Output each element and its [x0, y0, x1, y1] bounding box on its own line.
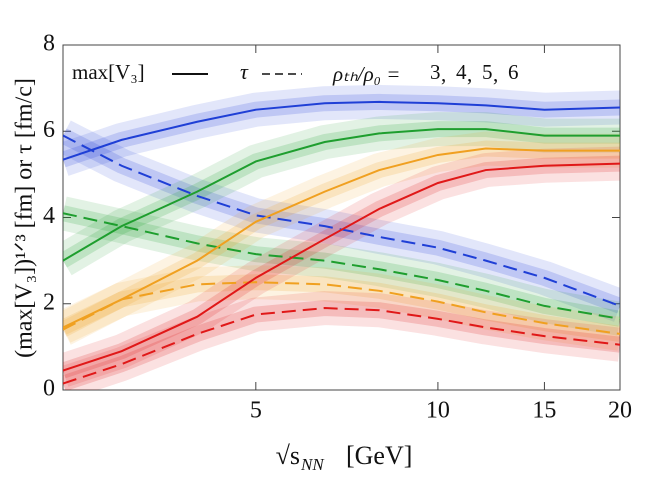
legend-entry: 4 [456, 60, 467, 84]
plot-area [63, 84, 620, 390]
legend-entry: 6 [508, 60, 519, 84]
legend: max[V₃] τ ρₜₕ/ρ₀ = [72, 59, 400, 86]
band [63, 196, 620, 336]
y-tick-label: 8 [43, 31, 55, 57]
v3-line [63, 128, 620, 262]
legend-entry: 3 [430, 60, 441, 84]
x-label: √s [276, 441, 300, 470]
x-tick-label: 15 [532, 398, 556, 424]
x-tick-label: 10 [426, 398, 450, 424]
x-label-sub: NN [300, 455, 325, 474]
legend-sep: , [493, 62, 498, 86]
x-tick-label: 5 [250, 398, 262, 424]
v3-line [63, 147, 620, 329]
v3-line [63, 100, 620, 161]
tau-line [63, 281, 620, 335]
y-label: (max[V₃])¹ᐟ³ [fm] or τ [fm/c] [12, 78, 38, 358]
v3-line [63, 162, 620, 372]
band [63, 205, 620, 327]
tau-line [63, 307, 620, 385]
tau-line [63, 134, 620, 307]
legend-entry: 5 [482, 60, 493, 84]
legend-solid: max[V₃] [72, 60, 145, 84]
legend-sep: , [467, 62, 472, 86]
x-tick-label: 20 [608, 398, 632, 424]
y-tick-label: 6 [43, 117, 55, 143]
legend-sep: , [441, 62, 446, 86]
x-label-unit: [GeV] [346, 441, 412, 470]
y-tick-label: 4 [43, 203, 55, 229]
y-tick-label: 0 [43, 376, 55, 402]
y-tick-label: 2 [43, 289, 55, 315]
legend-ratio: ρₜₕ/ρ₀ = [332, 62, 400, 86]
legend-dashed: τ [240, 59, 249, 84]
